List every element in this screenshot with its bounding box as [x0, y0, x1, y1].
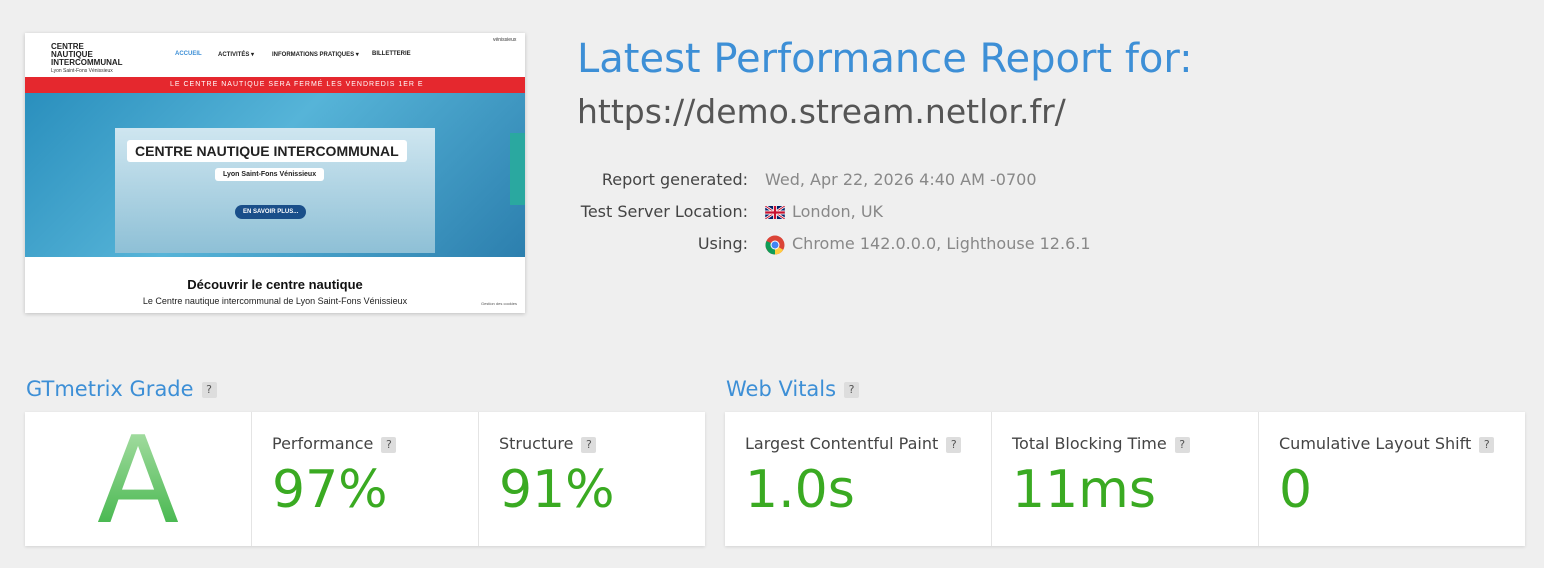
thumb-hero: CENTRE NAUTIQUE INTERCOMMUNAL Lyon Saint…: [25, 93, 525, 257]
metric-cell: Cumulative Layout Shift? 0: [1258, 412, 1525, 546]
help-icon[interactable]: ?: [581, 436, 597, 453]
report-title: Latest Performance Report for:: [577, 36, 1193, 82]
thumb-nav[interactable]: INFORMATIONS PRATIQUES ▾: [272, 52, 359, 58]
help-icon[interactable]: ?: [381, 436, 397, 453]
thumb-side-icons: [510, 133, 525, 205]
report-url[interactable]: https://demo.stream.netlor.fr/: [577, 92, 1066, 131]
heading-text: GTmetrix Grade: [26, 377, 194, 401]
meta-label: Test Server Location:: [580, 202, 748, 221]
thumb-section-title: Découvrir le centre nautique: [187, 277, 363, 292]
help-icon[interactable]: ?: [946, 436, 962, 453]
thumb-corner: vénissieux: [493, 37, 517, 43]
meta-value: Wed, Apr 22, 2026 4:40 AM -0700: [765, 170, 1037, 189]
help-icon[interactable]: ?: [844, 382, 860, 398]
metric-label: Structure?: [499, 434, 597, 453]
metric-value: 11ms: [1012, 460, 1156, 520]
section-heading: GTmetrix Grade?: [26, 377, 217, 401]
metric-label: Total Blocking Time?: [1012, 434, 1190, 453]
metric-label-text: Structure: [499, 434, 574, 453]
meta-value: Chrome 142.0.0.0, Lighthouse 12.6.1: [792, 234, 1091, 253]
thumb-section-text: Le Centre nautique intercommunal de Lyon…: [142, 296, 408, 306]
screenshot-thumbnail: CENTRE NAUTIQUE INTERCOMMUNAL Lyon Saint…: [25, 33, 525, 313]
thumb-hero-title: CENTRE NAUTIQUE INTERCOMMUNAL: [127, 140, 407, 162]
metric-cell: Total Blocking Time? 11ms: [991, 412, 1258, 546]
metric-label: Largest Contentful Paint?: [745, 434, 962, 453]
grade-card: A Performance? 97% Structure? 91%: [25, 412, 705, 551]
thumb-cookies[interactable]: Gestion des cookies: [481, 301, 518, 306]
metric-label-text: Largest Contentful Paint: [745, 434, 939, 453]
meta-label: Using:: [697, 234, 748, 253]
meta-value: London, UK: [792, 202, 884, 221]
vitals-card: Largest Contentful Paint? 1.0s Total Bloc…: [725, 412, 1525, 546]
metric-value: 0: [1279, 460, 1313, 520]
thumb-banner: LE CENTRE NAUTIQUE SERA FERMÉ LES VENDRE…: [25, 77, 525, 93]
heading-text: Web Vitals: [726, 377, 837, 401]
help-icon[interactable]: ?: [201, 382, 217, 398]
thumb-nav[interactable]: BILLETTERIE: [372, 51, 411, 57]
thumb-logo-sub: Lyon Saint-Fons Vénissieux: [51, 68, 113, 74]
chrome-icon: [765, 235, 785, 255]
grade-letter-svg: A: [97, 412, 179, 551]
metric-value: 97%: [272, 460, 388, 520]
section-heading: Web Vitals?: [726, 377, 860, 401]
uk-flag: [765, 206, 785, 219]
metric-cell: Performance? 97%: [251, 412, 478, 546]
thumb-nav[interactable]: ACTIVITÉS ▾: [218, 52, 255, 58]
help-icon[interactable]: ?: [1174, 436, 1190, 453]
metric-label: Cumulative Layout Shift?: [1279, 434, 1495, 453]
grade-cell: A: [25, 412, 251, 551]
thumb-hero-button[interactable]: EN SAVOIR PLUS...: [235, 205, 307, 219]
metric-cell: Structure? 91%: [478, 412, 705, 546]
metric-cell: Largest Contentful Paint? 1.0s: [725, 412, 991, 546]
thumb-nav[interactable]: ACCUEIL: [175, 51, 202, 57]
metric-label-text: Total Blocking Time: [1012, 434, 1167, 453]
grade-letter: A: [97, 412, 179, 546]
metric-label-text: Cumulative Layout Shift: [1279, 434, 1472, 453]
metric-value: 91%: [499, 460, 615, 520]
thumb-banner-text: LE CENTRE NAUTIQUE SERA FERMÉ LES VENDRE…: [170, 81, 424, 88]
thumb-hero-sub: Lyon Saint-Fons Vénissieux: [215, 168, 325, 181]
metric-label: Performance?: [272, 434, 397, 453]
meta-label: Report generated:: [601, 170, 748, 189]
thumb-logo: CENTRE NAUTIQUE INTERCOMMUNAL: [51, 42, 123, 67]
help-icon[interactable]: ?: [1479, 436, 1495, 453]
metric-label-text: Performance: [272, 434, 374, 453]
metric-value: 1.0s: [745, 460, 855, 520]
